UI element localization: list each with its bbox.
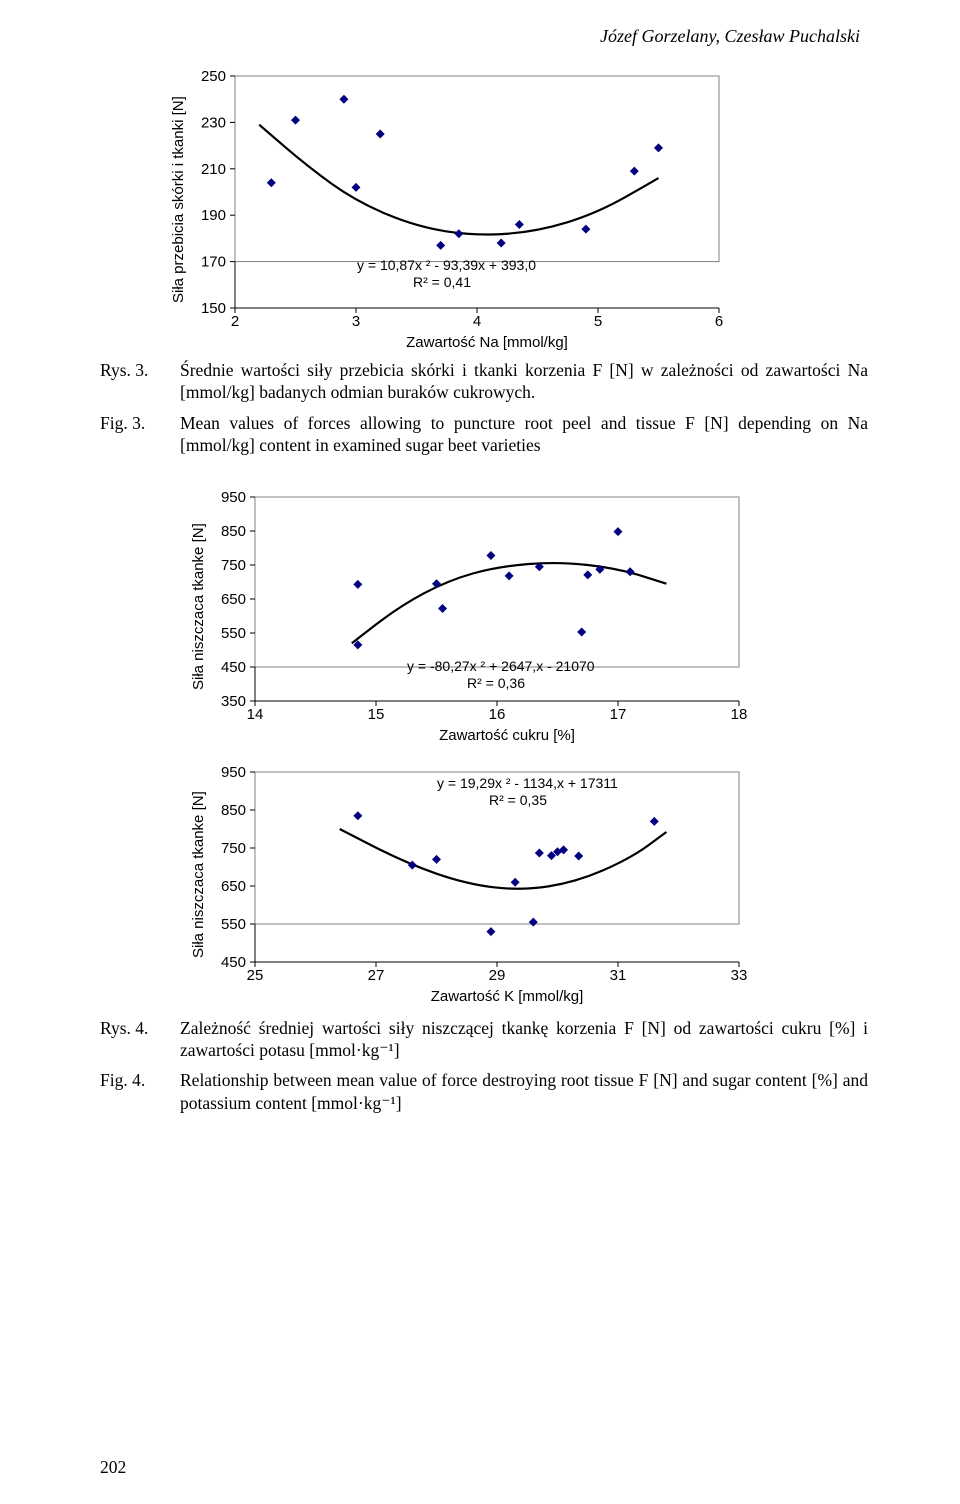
chart3-ylabel: Siła niszczaca tkanke [N] [190, 766, 207, 984]
svg-text:450: 450 [221, 659, 246, 676]
caption-text: Średnie wartości siły przebicia skórki i… [180, 359, 868, 404]
caption-tag: Fig. 3. [100, 412, 162, 457]
page: Józef Gorzelany, Czesław Puchalski Siła … [0, 0, 960, 1504]
svg-text:14: 14 [247, 706, 264, 723]
page-number: 202 [100, 1457, 126, 1478]
svg-text:450: 450 [221, 954, 246, 971]
svg-text:650: 650 [221, 878, 246, 895]
svg-text:250: 250 [201, 70, 226, 85]
caption-text: Relationship between mean value of force… [180, 1069, 868, 1114]
svg-text:550: 550 [221, 916, 246, 933]
svg-text:y = -80,27x ² + 2647,x - 21070: y = -80,27x ² + 2647,x - 21070 [407, 658, 595, 674]
svg-text:18: 18 [731, 706, 747, 723]
chart2-xlabel: Zawartość cukru [%] [237, 727, 777, 744]
svg-text:5: 5 [594, 313, 602, 330]
figure-3: Siła przebicia skórki i tkanki [N] 150 17… [170, 70, 868, 351]
svg-text:29: 29 [489, 967, 506, 984]
svg-text:y = 10,87x ² - 93,39x + 393,0: y = 10,87x ² - 93,39x + 393,0 [357, 257, 536, 273]
chart3-xlabel: Zawartość K [mmol/kg] [237, 988, 777, 1005]
svg-text:150: 150 [201, 300, 226, 317]
svg-text:650: 650 [221, 591, 246, 608]
svg-text:190: 190 [201, 207, 226, 224]
svg-text:31: 31 [610, 967, 627, 984]
chart2-ylabel: Siła niszczaca tkanke [N] [190, 491, 207, 723]
svg-text:15: 15 [368, 706, 385, 723]
svg-text:25: 25 [247, 967, 264, 984]
svg-text:750: 750 [221, 557, 246, 574]
chart3-svg: 450 550 650 750 850 950 25 27 29 31 33 y = 19,29x ²… [207, 766, 747, 984]
chart1-svg: 150 170 190 210 230 250 2 3 4 5 6 y = 10,87x ² - 93… [187, 70, 727, 330]
svg-text:2: 2 [231, 313, 239, 330]
caption-tag: Rys. 3. [100, 359, 162, 404]
svg-text:170: 170 [201, 254, 226, 271]
svg-text:850: 850 [221, 802, 246, 819]
caption-text: Zależność średniej wartości siły niszczą… [180, 1017, 868, 1062]
figure-4b: Siła niszczaca tkanke [N] 450 550 650 750 85… [190, 766, 868, 1005]
svg-text:210: 210 [201, 161, 226, 178]
chart2-svg: 350 450 550 650 750 850 950 14 15 16 17 18 y = -80,2… [207, 491, 747, 723]
svg-text:750: 750 [221, 840, 246, 857]
figure-4a: Siła niszczaca tkanke [N] 350 450 550 650 75… [190, 491, 868, 744]
svg-text:R² = 0,41: R² = 0,41 [413, 274, 471, 290]
svg-text:y = 19,29x ² - 1134,x + 17311: y = 19,29x ² - 1134,x + 17311 [437, 775, 618, 791]
svg-text:4: 4 [473, 313, 481, 330]
svg-text:33: 33 [731, 967, 747, 984]
svg-text:230: 230 [201, 114, 226, 131]
svg-text:R² = 0,36: R² = 0,36 [467, 675, 525, 691]
caption-rys4: Rys. 4. Zależność średniej wartości siły… [100, 1017, 868, 1062]
caption-tag: Fig. 4. [100, 1069, 162, 1114]
chart1-xlabel: Zawartość Na [mmol/kg] [217, 334, 757, 351]
running-header: Józef Gorzelany, Czesław Puchalski [600, 26, 860, 47]
svg-text:6: 6 [715, 313, 723, 330]
svg-text:950: 950 [221, 491, 246, 506]
svg-text:17: 17 [610, 706, 627, 723]
svg-text:27: 27 [368, 967, 385, 984]
svg-text:850: 850 [221, 523, 246, 540]
svg-text:3: 3 [352, 313, 360, 330]
svg-text:16: 16 [489, 706, 506, 723]
chart1-ylabel: Siła przebicia skórki i tkanki [N] [170, 70, 187, 330]
caption-fig4: Fig. 4. Relationship between mean value … [100, 1069, 868, 1114]
caption-tag: Rys. 4. [100, 1017, 162, 1062]
svg-text:350: 350 [221, 693, 246, 710]
svg-text:R² = 0,35: R² = 0,35 [489, 792, 547, 808]
caption-rys3: Rys. 3. Średnie wartości siły przebicia … [100, 359, 868, 404]
svg-text:950: 950 [221, 766, 246, 781]
caption-fig3: Fig. 3. Mean values of forces allowing t… [100, 412, 868, 457]
svg-text:550: 550 [221, 625, 246, 642]
caption-text: Mean values of forces allowing to punctu… [180, 412, 868, 457]
